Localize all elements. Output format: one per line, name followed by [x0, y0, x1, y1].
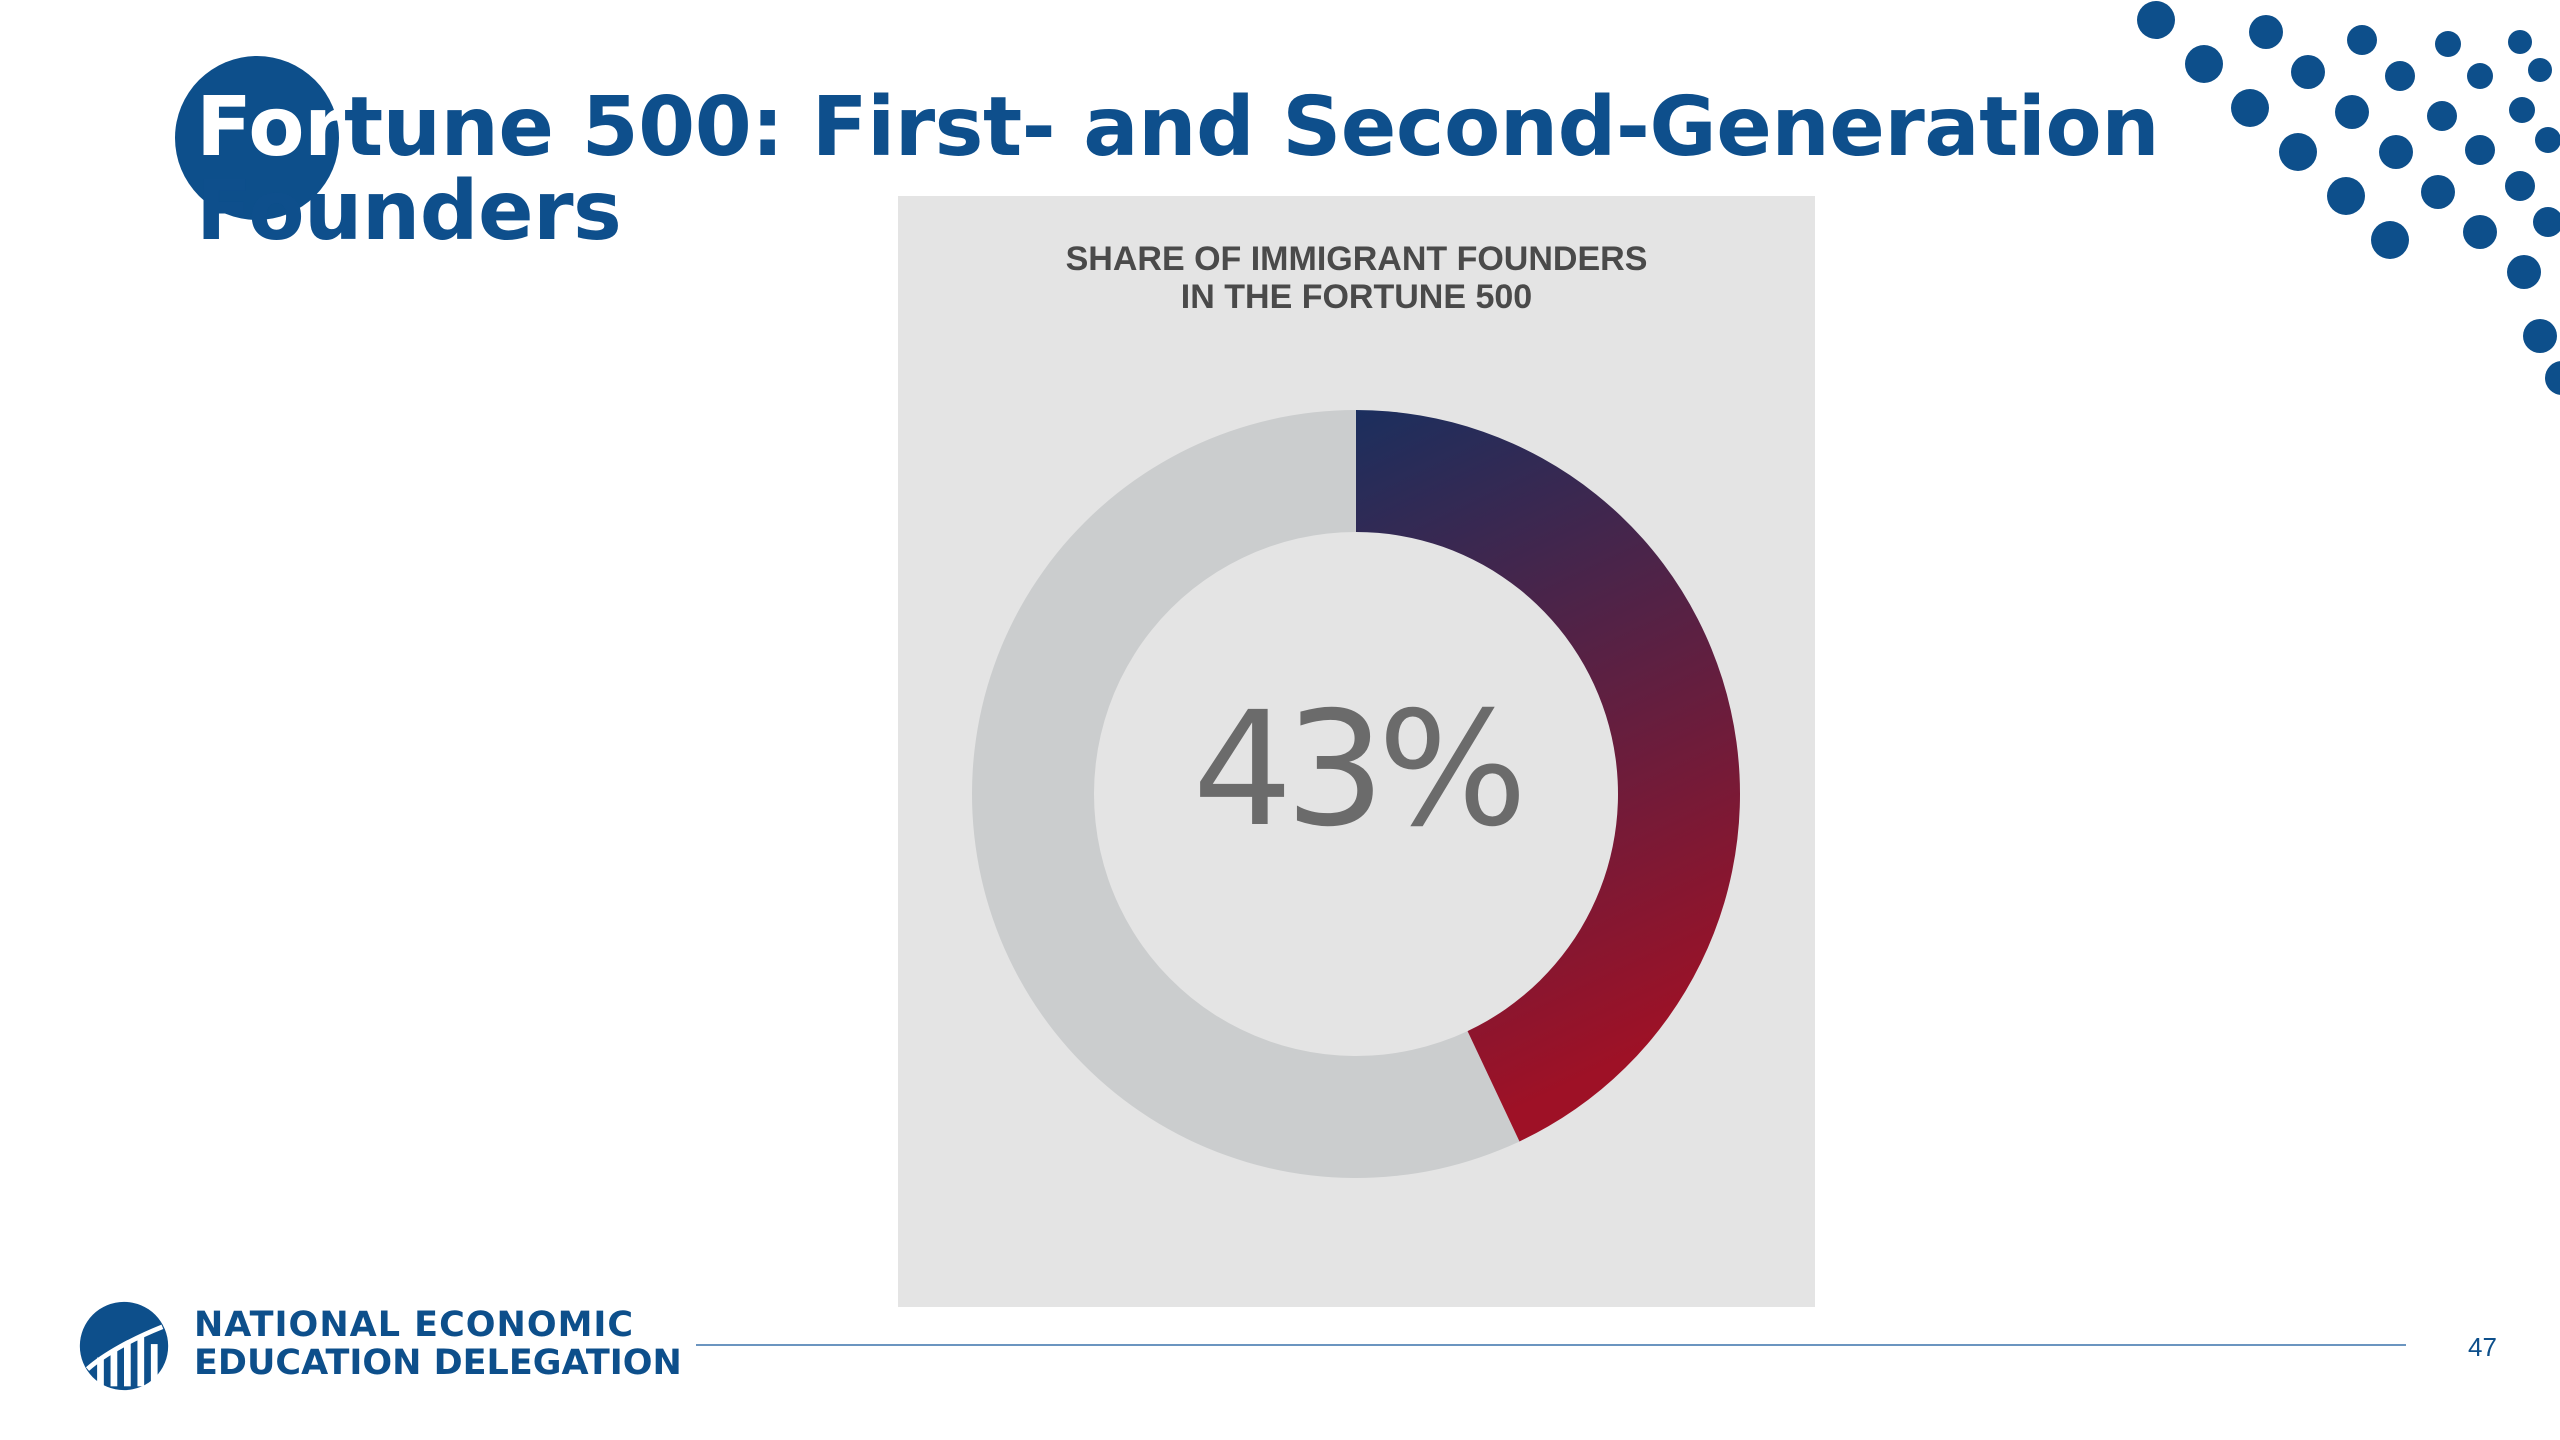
decorative-dot	[2465, 135, 2495, 165]
decorative-dot	[2279, 133, 2317, 171]
decorative-dot	[2335, 95, 2369, 129]
decorative-dot	[2528, 58, 2552, 82]
decorative-dot	[2427, 101, 2457, 131]
decorative-dot	[2545, 361, 2560, 395]
decorative-dot-pattern	[2137, 1, 2560, 395]
footer-divider	[696, 1344, 2406, 1346]
decorative-dot	[2291, 55, 2325, 89]
chart-panel: SHARE OF IMMIGRANT FOUNDERS IN THE FORTU…	[898, 196, 1815, 1307]
decorative-dot	[2435, 31, 2461, 57]
title-accent-circle	[175, 56, 339, 220]
decorative-dot	[2507, 255, 2541, 289]
decorative-dot	[2327, 177, 2365, 215]
decorative-dot	[2249, 15, 2283, 49]
slide-title: Fortune 500: First- and Second-Generatio…	[196, 86, 2160, 259]
decorative-dot	[2385, 61, 2415, 91]
decorative-dot	[2463, 215, 2497, 249]
decorative-dot	[2347, 25, 2377, 55]
slide-title-line-1: Fortune 500: First- and Second-Generatio…	[196, 86, 2160, 170]
slide-title-lead: For	[196, 80, 344, 175]
page-number: 47	[2468, 1332, 2497, 1362]
decorative-dot	[2523, 319, 2557, 353]
decorative-dot	[2185, 45, 2223, 83]
decorative-dot	[2421, 175, 2455, 209]
donut-slice-remainder	[972, 410, 1520, 1178]
slide-title-line-2: Founders	[196, 163, 622, 259]
decorative-dot	[2371, 221, 2409, 259]
decorative-dot	[2509, 97, 2535, 123]
decorative-dot	[2508, 30, 2532, 54]
decorative-dot	[2505, 171, 2535, 201]
donut-center-label: 43%	[1192, 678, 1519, 862]
need-logo-icon	[79, 1301, 169, 1391]
decorative-dot	[2535, 127, 2560, 153]
organization-name-line-2: EDUCATION DELEGATION	[194, 1343, 682, 1383]
donut-chart: 43%	[972, 410, 1740, 1178]
donut-slice-immigrant-founders	[1356, 410, 1740, 1142]
decorative-dot	[2137, 1, 2175, 39]
slide-title-rest: tune 500: First- and Second-Generation	[343, 80, 2160, 175]
organization-name-line-1: NATIONAL ECONOMIC	[194, 1305, 635, 1345]
decorative-dot	[2533, 207, 2560, 237]
decorative-dot	[2231, 89, 2269, 127]
decorative-dot	[2467, 63, 2493, 89]
chart-title-line-2: IN THE FORTUNE 500	[1180, 278, 1533, 316]
decorative-dot	[2379, 135, 2413, 169]
chart-title-line-1: SHARE OF IMMIGRANT FOUNDERS	[1065, 240, 1648, 278]
